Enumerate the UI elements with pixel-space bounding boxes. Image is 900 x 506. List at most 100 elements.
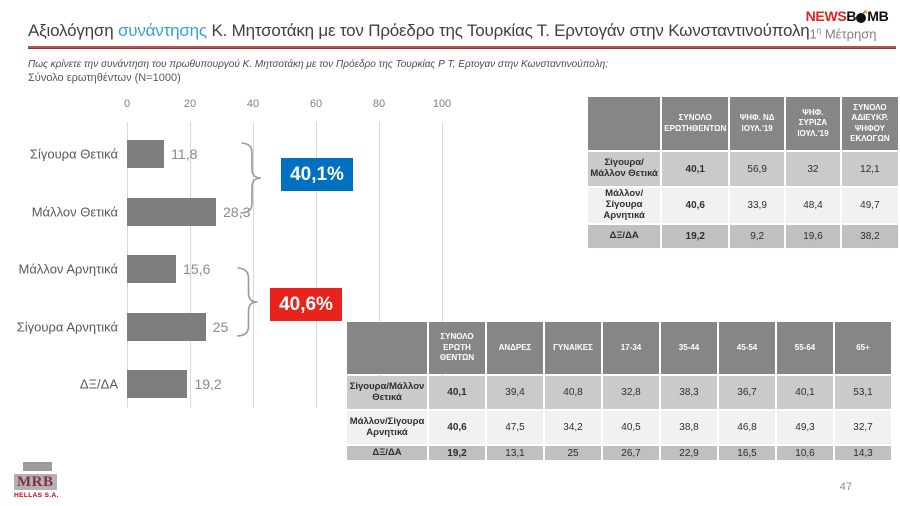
table-row: Μάλλον/Σίγουρα Αρνητικά 40,6 47,5 34,2 40,5 3…: [347, 411, 891, 444]
table-row: Σίγουρα/Μάλλον Θετικά 40,1 39,4 40,8 32,8 38,…: [347, 376, 891, 409]
table-row: Μάλλον/Σίγουρα Αρνητικά 40,6 33,9 48,4 49,7: [588, 188, 898, 223]
table-column-header: ΨΗΦ. ΝΔ ΙΟΥΛ.'19: [730, 97, 785, 150]
table-cell: 26,7: [603, 446, 659, 460]
table-column-header: ΣΥΝΟΛΟ ΕΡΩΤΗ ΘΕΝΤΩΝ: [429, 322, 485, 374]
title-divider: [28, 46, 896, 49]
mrb-logo-bar: [23, 462, 52, 471]
table-cell: 25: [545, 446, 601, 460]
table-column-header: 45-54: [719, 322, 775, 374]
value-label: 25: [212, 318, 229, 335]
measurement-label: 1η Μέτρηση: [809, 26, 877, 42]
table-cell: 40,6: [662, 188, 729, 223]
category-label: Μάλλον Αρνητικά: [18, 261, 118, 277]
category-label: Σίγουρα Αρνητικά: [16, 318, 118, 334]
x-axis-tick: 20: [183, 98, 197, 110]
bar: [127, 140, 165, 168]
table-cell: 36,7: [719, 376, 775, 409]
table-cell: 48,4: [786, 188, 840, 223]
table-cell: 56,9: [730, 152, 785, 186]
table-cell: 38,2: [841, 224, 898, 248]
x-axis-tick: 0: [123, 98, 131, 110]
table-cell: 14,3: [835, 446, 891, 460]
table-cell: 40,1: [777, 376, 833, 409]
table-row: Σίγουρα/Μάλλον Θετικά 40,1 56,9 32 12,1: [588, 152, 898, 186]
table-cell: 40,5: [603, 411, 659, 444]
table-cell: 53,1: [835, 376, 891, 409]
table-cell: 33,9: [730, 188, 785, 223]
table-cell: 40,1: [662, 152, 729, 186]
table-cell: 38,3: [661, 376, 717, 409]
table-row-label: ΔΞ/ΔΑ: [347, 446, 427, 460]
table-cell: 16,5: [719, 446, 775, 460]
bar: [127, 197, 217, 226]
table-corner-cell: [588, 97, 661, 150]
negative-total-badge: 40,6%: [270, 288, 342, 321]
table-column-header: 17-34: [603, 322, 659, 374]
bomb-icon: [856, 10, 869, 24]
party-breakdown-table: ΣΥΝΟΛΟ ΕΡΩΤΗΘΕΝΤΩΝ ΨΗΦ. ΝΔ ΙΟΥΛ.'19 ΨΗΦ. Σ…: [586, 95, 900, 250]
data-table: ΣΥΝΟΛΟ ΕΡΩΤΗ ΘΕΝΤΩΝ ΑΝΔΡΕΣ ΓΥΝΑΙΚΕΣ 17-34 35…: [345, 320, 893, 462]
table-cell: 39,4: [487, 376, 543, 409]
negative-total-value: 40,6%: [279, 293, 333, 315]
value-label: 11,8: [171, 146, 198, 162]
positive-total-value: 40,1%: [290, 163, 344, 185]
x-axis-tick: 80: [372, 98, 386, 110]
title-highlight: συνάντησης: [117, 21, 207, 40]
table-row: ΔΞ/ΔΑ 19,2 9,2 19,6 38,2: [588, 224, 898, 248]
table-cell: 46,8: [719, 411, 775, 444]
table-cell: 13,1: [487, 446, 543, 460]
x-axis-tick: 60: [309, 98, 323, 110]
bar: [127, 370, 188, 398]
bar: [127, 312, 206, 341]
mrb-logo: MRB HELLAS S.A.: [14, 462, 60, 499]
table-column-header: ΣΥΝΟΛΟ ΑΔΙΕΥΚΡ. ΨΗΦΟΥ ΕΚΛΟΓΩΝ: [841, 97, 898, 150]
page-title: Αξιολόγηση συνάντησης Κ. Μητσοτάκη με το…: [28, 21, 810, 40]
sample-note: Σύνολο ερωτηθέντων (N=1000): [28, 72, 181, 84]
chart-gridline: [253, 122, 254, 408]
positive-total-badge: 40,1%: [281, 158, 353, 191]
table-cell: 49,3: [777, 411, 833, 444]
demographic-breakdown-table: ΣΥΝΟΛΟ ΕΡΩΤΗ ΘΕΝΤΩΝ ΑΝΔΡΕΣ ΓΥΝΑΙΚΕΣ 17-34 35…: [345, 320, 893, 462]
table-cell: 40,1: [429, 376, 485, 409]
table-row-label: Σίγουρα/Μάλλον Θετικά: [347, 376, 427, 409]
table-cell: 32,7: [835, 411, 891, 444]
x-axis-tick: 40: [246, 98, 260, 110]
newsbomb-logo: NEWSB MB: [805, 8, 889, 24]
table-cell: 19,6: [786, 224, 840, 248]
table-cell: 19,2: [429, 446, 485, 460]
table-cell: 19,2: [662, 224, 729, 248]
table-row-label: Μάλλον/Σίγουρα Αρνητικά: [347, 411, 427, 444]
table-cell: 49,7: [841, 188, 898, 223]
table-column-header: 55-64: [777, 322, 833, 374]
bar: [127, 255, 177, 283]
page-number: 47: [839, 481, 852, 493]
value-label: 19,2: [194, 376, 222, 392]
chart-gridline: [442, 122, 443, 408]
table-cell: 9,2: [730, 224, 785, 248]
table-column-header: ΑΝΔΡΕΣ: [487, 322, 543, 374]
table-cell: 32,8: [603, 376, 659, 409]
table-row-label: Μάλλον/Σίγουρα Αρνητικά: [588, 188, 661, 223]
table-column-header: ΨΗΦ. ΣΥΡΙΖΑ ΙΟΥΛ.'19: [786, 97, 840, 150]
table-cell: 22,9: [661, 446, 717, 460]
table-cell: 40,6: [429, 411, 485, 444]
value-label: 28,3: [223, 203, 251, 220]
category-label: Μάλλον Θετικά: [31, 203, 118, 219]
table-cell: 38,8: [661, 411, 717, 444]
bar-chart: 0 20 40 60 80 100 Σίγουρα Θετικά 11,8 Μάλλον Θετ…: [0, 90, 470, 420]
table-cell: 12,1: [841, 152, 898, 186]
table-cell: 47,5: [487, 411, 543, 444]
category-label: Σίγουρα Θετικά: [29, 146, 118, 162]
table-cell: 10,6: [777, 446, 833, 460]
question-text: Πως κρίνετε την συνάντηση του πρωθυπουργ…: [28, 59, 609, 70]
table-corner-cell: [347, 322, 427, 374]
table-column-header: ΓΥΝΑΙΚΕΣ: [545, 322, 601, 374]
chart-gridline: [316, 122, 317, 408]
table-column-header: 65+: [835, 322, 891, 374]
table-cell: 32: [786, 152, 840, 186]
table-column-header: 35-44: [661, 322, 717, 374]
value-label: 15,6: [183, 261, 211, 277]
table-row-label: ΔΞ/ΔΑ: [588, 224, 661, 248]
chart-gridline: [379, 122, 380, 408]
